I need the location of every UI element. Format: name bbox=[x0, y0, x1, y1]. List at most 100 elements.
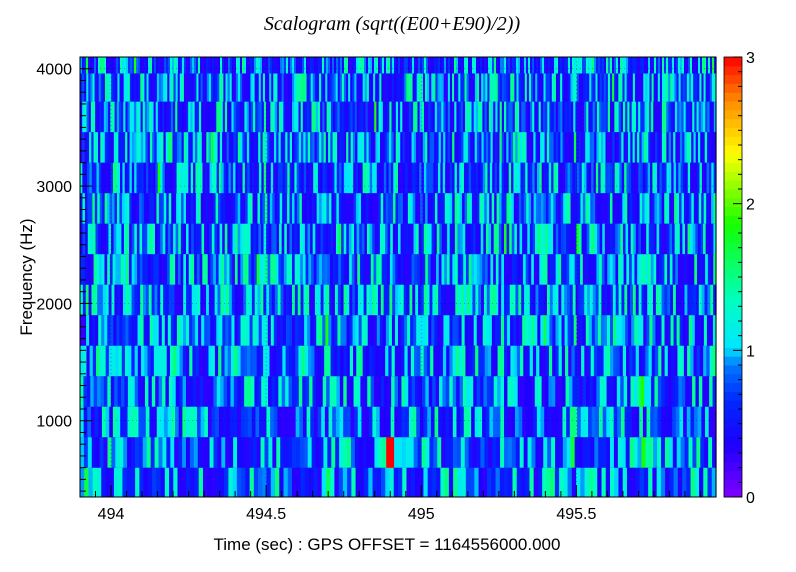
heatmap-cell bbox=[484, 345, 489, 377]
heatmap-cell bbox=[574, 57, 577, 74]
heatmap-cell bbox=[667, 345, 672, 377]
heatmap-cell bbox=[449, 345, 454, 377]
heatmap-cell bbox=[478, 101, 481, 133]
heatmap-cell bbox=[197, 162, 201, 194]
heatmap-cell bbox=[541, 284, 545, 316]
heatmap-cell bbox=[80, 406, 85, 438]
colorbar-segment bbox=[724, 153, 742, 164]
heatmap-cell bbox=[475, 345, 479, 377]
heatmap-cell bbox=[330, 467, 335, 497]
heatmap-cell bbox=[580, 467, 586, 497]
heatmap-cell bbox=[452, 73, 455, 102]
heatmap-cell bbox=[696, 193, 700, 224]
heatmap-cell bbox=[470, 467, 475, 497]
heatmap-cell bbox=[256, 73, 260, 102]
heatmap-cell bbox=[638, 101, 641, 133]
heatmap-cell bbox=[176, 57, 179, 74]
heatmap-cell bbox=[533, 193, 537, 224]
heatmap-cell bbox=[383, 162, 387, 194]
heatmap-cell bbox=[656, 57, 659, 74]
heatmap-cell bbox=[393, 132, 397, 163]
heatmap-cell bbox=[492, 284, 496, 316]
heatmap-cell bbox=[317, 284, 322, 316]
heatmap-cell bbox=[218, 406, 224, 438]
heatmap-cell bbox=[657, 376, 662, 407]
heatmap-cell bbox=[391, 101, 395, 133]
heatmap-cell bbox=[692, 162, 696, 194]
heatmap-cell bbox=[406, 467, 412, 497]
heatmap-cell bbox=[375, 345, 380, 377]
heatmap-cell bbox=[323, 73, 326, 102]
heatmap-cell bbox=[517, 132, 521, 163]
heatmap-cell bbox=[655, 73, 659, 102]
heatmap-cell bbox=[152, 57, 155, 74]
heatmap-cell bbox=[285, 73, 289, 102]
heatmap-cell bbox=[564, 284, 568, 316]
heatmap-cell bbox=[555, 193, 559, 224]
heatmap-cell bbox=[532, 284, 537, 316]
heatmap-cell bbox=[380, 193, 384, 224]
heatmap-cell bbox=[267, 315, 272, 346]
heatmap-cell bbox=[297, 254, 301, 285]
heatmap-cell bbox=[282, 315, 287, 346]
heatmap-cell bbox=[501, 193, 505, 224]
heatmap-cell bbox=[237, 73, 241, 102]
heatmap-cell bbox=[650, 132, 654, 163]
heatmap-cell bbox=[566, 57, 569, 74]
heatmap-cell bbox=[328, 193, 333, 224]
heatmap-cell bbox=[246, 315, 251, 346]
heatmap-cell bbox=[268, 223, 272, 255]
heatmap-cell bbox=[429, 73, 432, 102]
heatmap-cell bbox=[122, 315, 127, 346]
heatmap-cell bbox=[409, 284, 413, 316]
heatmap-cell bbox=[227, 376, 232, 407]
heatmap-cell bbox=[313, 254, 318, 285]
heatmap-cell bbox=[553, 223, 557, 255]
heatmap-cell bbox=[560, 132, 564, 163]
heatmap-cell bbox=[284, 57, 287, 74]
heatmap-cell bbox=[266, 345, 271, 377]
heatmap-cell bbox=[564, 57, 567, 74]
heatmap-cell bbox=[504, 376, 509, 407]
heatmap-cell bbox=[518, 193, 522, 224]
heatmap-cell bbox=[363, 284, 368, 316]
heatmap-cell bbox=[401, 406, 406, 438]
heatmap-cell bbox=[405, 162, 409, 194]
heatmap-cell bbox=[389, 254, 394, 285]
heatmap-cell bbox=[409, 132, 413, 163]
heatmap-cell bbox=[638, 345, 643, 377]
heatmap-cell bbox=[153, 162, 156, 194]
heatmap-cell bbox=[616, 101, 620, 133]
heatmap-cell bbox=[405, 437, 411, 468]
heatmap-cell bbox=[275, 467, 280, 497]
heatmap-cell bbox=[211, 284, 216, 316]
heatmap-cell bbox=[222, 223, 226, 255]
heatmap-cell bbox=[113, 73, 116, 102]
heatmap-cell bbox=[415, 376, 420, 407]
heatmap-cell bbox=[165, 376, 170, 407]
heatmap-cell bbox=[708, 162, 712, 194]
heatmap-cell bbox=[506, 101, 509, 133]
heatmap-cell bbox=[316, 315, 320, 346]
heatmap-cell bbox=[622, 73, 626, 102]
heatmap-cell bbox=[377, 223, 381, 255]
heatmap-cell bbox=[341, 223, 345, 255]
heatmap-cell bbox=[231, 284, 236, 316]
heatmap-cell bbox=[376, 315, 381, 346]
heatmap-cell bbox=[574, 345, 579, 377]
heatmap-cell bbox=[440, 57, 443, 74]
heatmap-cell bbox=[275, 73, 279, 102]
heatmap-cell bbox=[183, 73, 187, 102]
heatmap-cell bbox=[521, 193, 525, 224]
heatmap-cell bbox=[669, 223, 673, 255]
heatmap-cell bbox=[120, 57, 123, 74]
heatmap-cell bbox=[332, 406, 337, 438]
colorbar-segment bbox=[724, 74, 742, 84]
heatmap-cell bbox=[123, 437, 128, 468]
heatmap-cell bbox=[599, 376, 604, 407]
heatmap-cell bbox=[601, 284, 605, 316]
heatmap-cell bbox=[225, 193, 229, 224]
heatmap-cell bbox=[550, 223, 554, 255]
heatmap-cell bbox=[370, 132, 374, 163]
